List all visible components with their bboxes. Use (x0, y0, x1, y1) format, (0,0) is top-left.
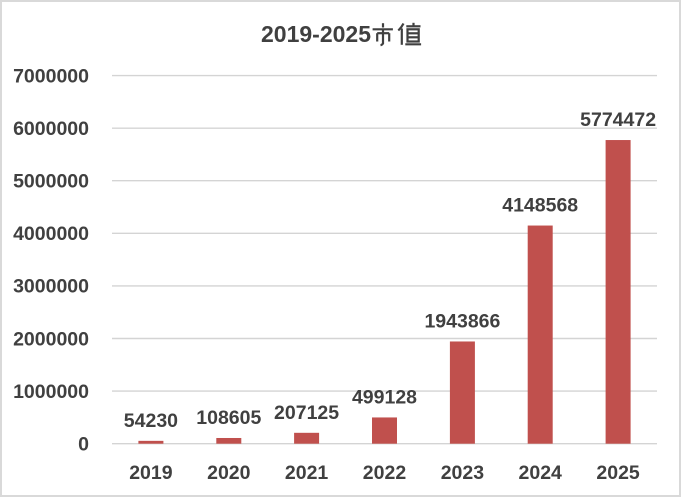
svg-text:2022: 2022 (363, 462, 407, 484)
svg-text:4000000: 4000000 (13, 223, 89, 245)
svg-text:54230: 54230 (124, 410, 178, 432)
svg-text:5774472: 5774472 (580, 109, 656, 131)
svg-text:2019: 2019 (129, 462, 173, 484)
svg-text:2000000: 2000000 (13, 328, 89, 350)
svg-text:1000000: 1000000 (13, 381, 89, 403)
svg-text:2023: 2023 (441, 462, 485, 484)
svg-text:2020: 2020 (207, 462, 251, 484)
svg-text:5000000: 5000000 (13, 171, 89, 193)
svg-text:6000000: 6000000 (13, 118, 89, 140)
svg-text:7000000: 7000000 (13, 65, 89, 87)
svg-text:4148568: 4148568 (502, 195, 578, 217)
svg-text:2025: 2025 (596, 462, 640, 484)
svg-text:0: 0 (78, 434, 89, 456)
svg-text:2019-2025: 2019-2025 (261, 21, 371, 47)
svg-text:108605: 108605 (196, 407, 261, 429)
svg-text:2021: 2021 (285, 462, 329, 484)
svg-text:3000000: 3000000 (13, 276, 89, 298)
svg-text:1943866: 1943866 (424, 311, 500, 333)
svg-text:207125: 207125 (274, 402, 339, 424)
svg-text:2024: 2024 (519, 462, 563, 484)
svg-text:499128: 499128 (352, 387, 417, 409)
